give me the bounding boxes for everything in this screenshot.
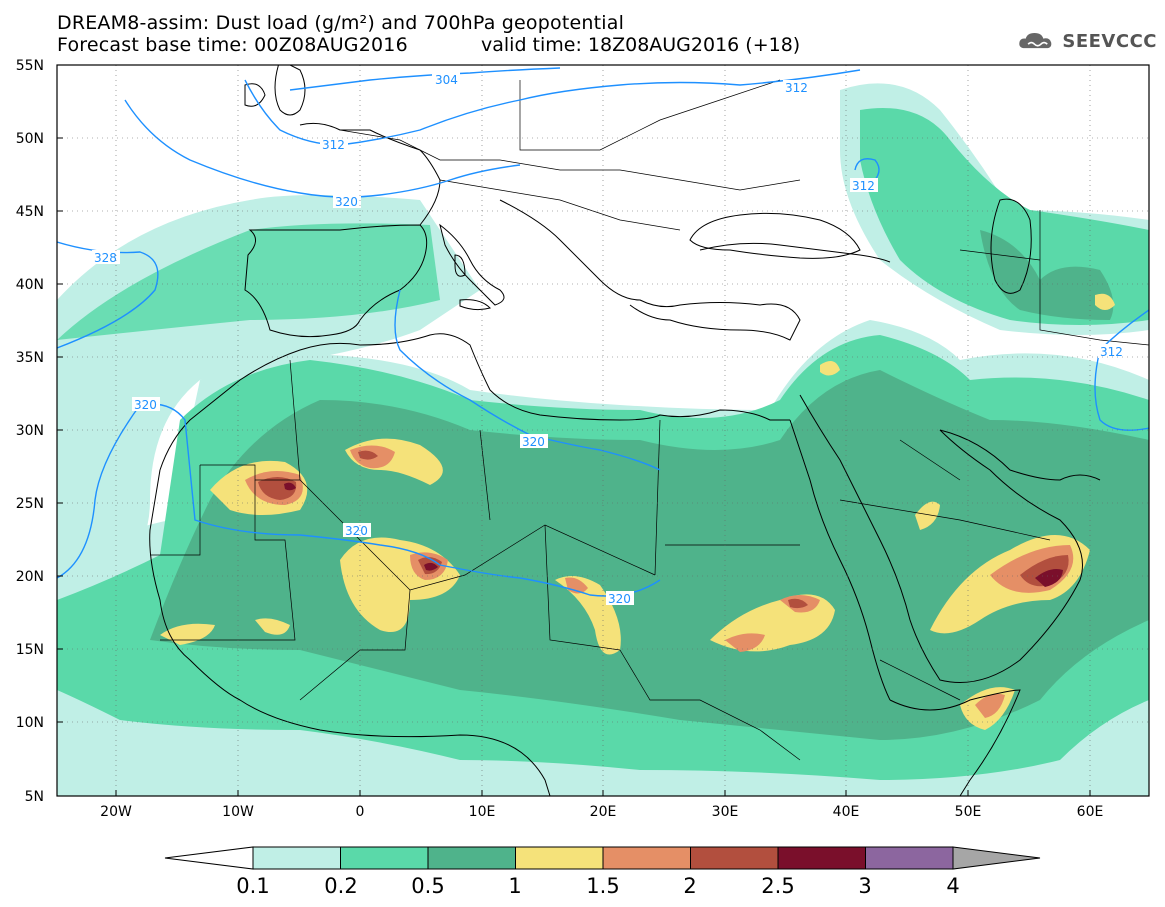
colorbar-tick: 2 [683, 874, 696, 898]
lat-label: 30N [16, 423, 44, 439]
seevccc-logo: SEEVCCC [1017, 26, 1157, 56]
colorbar-low-arrow [164, 846, 254, 870]
lat-label: 15N [16, 642, 44, 658]
latitude-labels: 55N 50N 45N 40N 35N 30N 25N 20N 15N 10N … [16, 58, 44, 805]
lat-label: 25N [16, 496, 44, 512]
lon-label: 50E [955, 804, 982, 820]
colorbar-swatch [865, 846, 954, 870]
contour-label: 304 [435, 73, 458, 87]
colorbar-tick: 2.5 [761, 874, 794, 898]
contour-label: 320 [335, 195, 358, 209]
lon-label: 0 [356, 804, 365, 820]
cloud-icon [1019, 33, 1052, 49]
contour-label: 312 [852, 179, 875, 193]
colorbar-high-arrow [952, 846, 1041, 870]
contour-label: 328 [94, 251, 117, 265]
colorbar: 0.1 0.2 0.5 1 1.5 2 2.5 3 4 [164, 846, 1041, 898]
lon-label: 30E [712, 804, 739, 820]
contour-label: 320 [522, 435, 545, 449]
lon-label: 60E [1077, 804, 1104, 820]
contour-label: 312 [322, 138, 345, 152]
lat-label: 55N [16, 58, 44, 74]
lon-label: 10E [469, 804, 496, 820]
logo-text: SEEVCCC [1062, 30, 1157, 52]
colorbar-tick: 4 [946, 874, 959, 898]
colorbar-tick: 0.5 [411, 874, 444, 898]
country-borders [150, 79, 1149, 761]
colorbar-tick: 0.1 [236, 874, 269, 898]
colorbar-swatch [515, 846, 604, 870]
contour-label: 320 [134, 398, 157, 412]
dust-shading [57, 83, 1149, 796]
longitude-labels: 20W 10W 0 10E 20E 30E 40E 50E 60E [100, 804, 1103, 820]
lat-label: 45N [16, 204, 44, 220]
colorbar-swatch [340, 846, 429, 870]
lon-label: 20E [590, 804, 617, 820]
map-title: DREAM8-assim: Dust load (g/m²) and 700hP… [57, 12, 625, 34]
contour-label: 312 [785, 81, 808, 95]
lat-label: 20N [16, 569, 44, 585]
colorbar-tick: 3 [858, 874, 871, 898]
colorbar-swatch [602, 846, 691, 870]
coastlines [149, 65, 1101, 796]
lat-label: 10N [16, 715, 44, 731]
forecast-base-time: Forecast base time: 00Z08AUG2016 [57, 34, 408, 56]
lat-label: 5N [25, 789, 44, 805]
lon-label: 10W [222, 804, 254, 820]
contour-label: 320 [608, 592, 631, 606]
contour-label: 320 [345, 524, 368, 538]
axis-ticks [57, 64, 1091, 797]
colorbar-swatch [690, 846, 779, 870]
colorbar-swatch [427, 846, 516, 870]
gridlines [57, 65, 1149, 796]
lat-label: 35N [16, 350, 44, 366]
colorbar-tick: 1.5 [586, 874, 619, 898]
lon-label: 20W [100, 804, 132, 820]
contour-label: 312 [1100, 345, 1123, 359]
lat-label: 40N [16, 277, 44, 293]
colorbar-swatch [777, 846, 866, 870]
colorbar-swatch [252, 846, 341, 870]
lon-label: 40E [833, 804, 860, 820]
colorbar-tick: 1 [508, 874, 521, 898]
contour-labels: 304 312 312 312 320 328 320 320 320 320 … [92, 72, 1126, 606]
lat-label: 50N [16, 131, 44, 147]
colorbar-tick: 0.2 [324, 874, 357, 898]
valid-time: valid time: 18Z08AUG2016 (+18) [481, 34, 801, 56]
geopotential-contours [57, 67, 1149, 597]
